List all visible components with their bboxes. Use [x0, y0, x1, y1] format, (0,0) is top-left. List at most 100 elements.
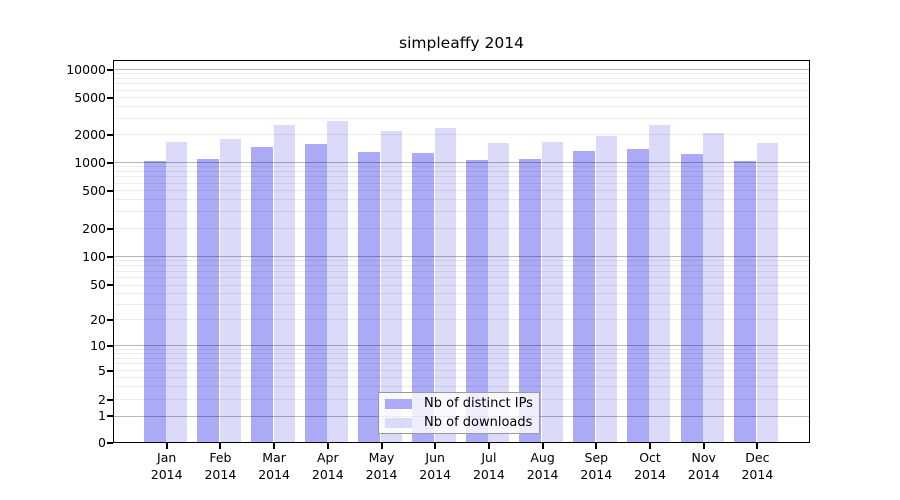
y-tick-mark: [107, 96, 113, 99]
x-tick-mark: [434, 443, 437, 449]
y-tick-mark: [107, 68, 113, 71]
x-tick-mark: [219, 443, 222, 449]
gridline-major: [113, 256, 810, 257]
y-tick-label: 2: [98, 391, 106, 407]
y-tick-label: 1: [98, 408, 106, 423]
bar-distinct-ips-dec: [734, 160, 757, 443]
y-tick-label: 20: [90, 311, 106, 327]
gridline-minor: [113, 277, 810, 278]
x-tick-mark: [541, 443, 544, 449]
x-tick-mark: [487, 443, 490, 449]
x-tick-label-oct: Oct 2014: [634, 450, 666, 482]
bar-distinct-ips-sep: [573, 150, 596, 443]
gridline-minor: [113, 363, 810, 365]
gridline-minor: [113, 176, 810, 178]
y-tick-mark: [107, 415, 113, 417]
bar-downloads-jan: [166, 142, 188, 443]
y-tick-mark: [107, 161, 113, 164]
x-tick-label-jun: Jun 2014: [419, 450, 452, 482]
y-tick-mark: [107, 189, 113, 192]
gridline-minor: [113, 89, 810, 91]
gridline-major: [113, 69, 810, 70]
y-tick-label: 50: [90, 277, 106, 292]
bar-downloads-mar: [273, 125, 295, 443]
x-tick-label-dec: Dec 2014: [741, 450, 774, 482]
gridline-minor: [113, 171, 810, 172]
x-tick-mark: [380, 443, 383, 449]
y-tick-mark: [107, 344, 113, 347]
y-tick-label: 10000: [66, 61, 106, 77]
bar-distinct-ips-jun: [412, 153, 434, 443]
x-tick-label-mar: Mar 2014: [258, 450, 290, 482]
x-tick-mark: [273, 443, 276, 449]
x-tick-label-sep: Sep 2014: [580, 450, 613, 482]
legend-row-downloads: Nb of downloads: [385, 414, 533, 431]
gridline-minor: [113, 166, 810, 168]
chart-title: simpleaffy 2014: [399, 34, 524, 52]
bar-downloads-jun: [434, 127, 456, 443]
legend-swatch-distinct-ips: [385, 398, 412, 409]
gridline-minor: [113, 386, 810, 388]
x-tick-label-nov: Nov 2014: [687, 450, 720, 482]
bar-downloads-oct: [649, 124, 671, 443]
gridline-minor: [113, 134, 810, 135]
y-tick-label: 2000: [74, 126, 106, 142]
gridline-minor: [113, 211, 810, 213]
y-tick-mark: [107, 227, 113, 230]
bar-downloads-jul: [488, 143, 510, 443]
y-tick-label: 100: [82, 248, 106, 264]
gridline-minor: [113, 370, 810, 371]
x-tick-label-jan: Jan 2014: [150, 450, 183, 482]
y-tick-mark: [107, 398, 113, 401]
y-tick-label: 0: [98, 434, 106, 450]
bar-distinct-ips-jan: [143, 160, 166, 443]
y-tick-mark: [107, 369, 113, 372]
x-tick-mark: [165, 443, 168, 449]
gridline-minor: [113, 270, 810, 272]
y-tick-label: 10: [90, 337, 106, 353]
bar-distinct-ips-oct: [626, 149, 649, 443]
bar-downloads-feb: [219, 139, 241, 443]
gridline-minor: [113, 303, 810, 305]
legend-swatch-downloads: [385, 417, 412, 428]
legend-row-distinct-ips: Nb of distinct IPs: [385, 395, 533, 412]
bar-downloads-sep: [595, 135, 617, 443]
x-tick-mark: [649, 443, 651, 449]
y-tick-mark: [107, 255, 113, 258]
bar-distinct-ips-jul: [465, 159, 488, 443]
y-tick-label: 5000: [74, 89, 106, 105]
gridline-minor: [113, 190, 810, 191]
bar-distinct-ips-may: [358, 151, 381, 443]
y-tick-mark: [107, 133, 113, 136]
gridline-minor: [113, 83, 810, 85]
x-tick-mark: [702, 443, 705, 449]
bar-downloads-dec: [756, 142, 778, 443]
bar-downloads-nov: [703, 133, 725, 443]
x-tick-label-feb: Feb 2014: [204, 450, 237, 482]
gridline-minor: [113, 265, 810, 267]
y-tick-label: 1000: [74, 154, 106, 170]
gridline-minor: [113, 284, 810, 286]
x-tick-mark: [756, 443, 759, 449]
bar-distinct-ips-mar: [250, 146, 273, 443]
gridline-minor: [113, 260, 810, 262]
gridline-minor: [113, 182, 810, 184]
gridline-minor: [113, 228, 810, 229]
bar-downloads-may: [380, 131, 402, 443]
y-tick-mark: [107, 318, 113, 321]
gridline-minor: [113, 348, 810, 350]
gridline-minor: [113, 377, 810, 379]
bar-downloads-aug: [542, 142, 563, 443]
gridline-minor: [113, 73, 810, 75]
gridline-minor: [113, 292, 810, 294]
x-tick-label-aug: Aug 2014: [526, 450, 559, 482]
legend-label-distinct-ips: Nb of distinct IPs: [424, 396, 533, 411]
gridline-major: [113, 162, 810, 163]
gridline-minor: [113, 117, 810, 119]
gridline-minor: [113, 199, 810, 201]
y-tick-mark: [107, 284, 113, 286]
x-tick-label-apr: Apr 2014: [311, 450, 344, 482]
gridline-minor: [113, 78, 810, 79]
gridline-minor: [113, 106, 810, 107]
